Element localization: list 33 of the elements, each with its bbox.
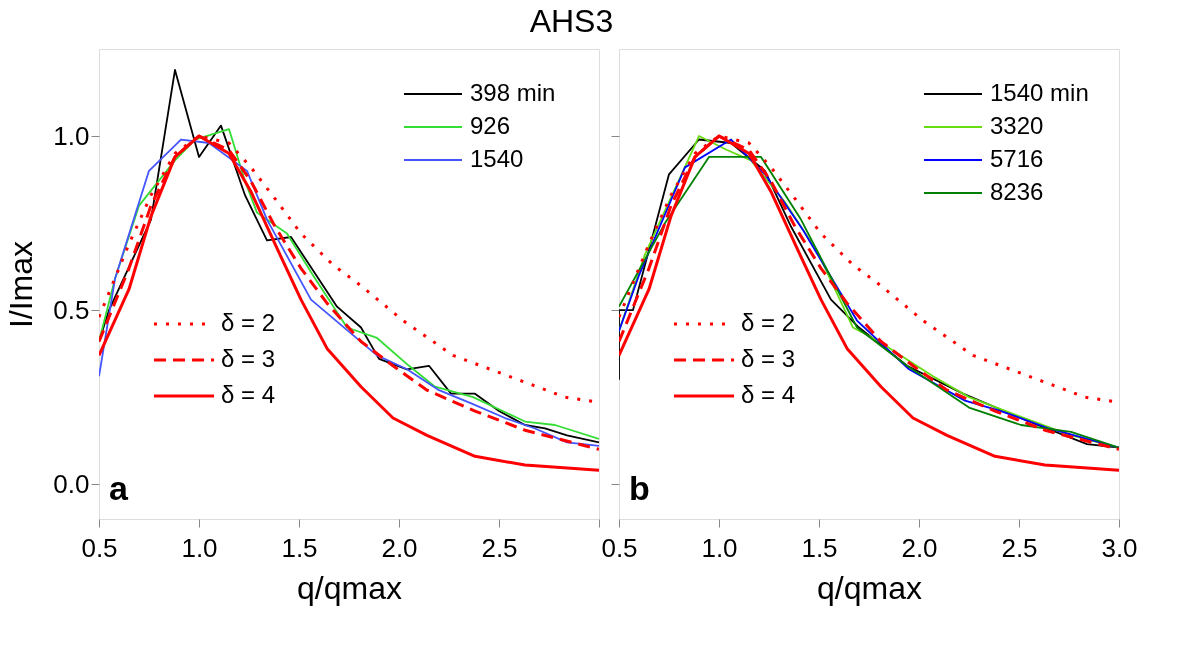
legend-label: δ = 3 [741,345,796,372]
annotation: a [109,469,129,507]
legend-label: 8236 [990,178,1044,205]
chart-title: AHS3 [529,2,614,39]
x-tick-label: 1.0 [181,532,218,563]
legend-label: 5716 [990,145,1044,172]
x-axis-title: q/qmax [297,569,402,606]
y-tick-label: 0.5 [53,294,90,325]
y-axis-title: I/Imax [3,240,40,329]
x-tick-label: 0.5 [81,532,118,563]
legend-label: δ = 2 [741,309,796,336]
legend-label: 3320 [990,112,1044,139]
x-tick-label: 1.5 [281,532,318,563]
legend-label: δ = 2 [221,309,276,336]
legend-label: 926 [470,112,511,139]
annotation: b [629,469,650,507]
x-tick-label: 2.5 [1001,532,1038,563]
x-tick-label: 2.5 [481,532,518,563]
legend-label: 1540 [470,145,524,172]
x-tick-label: 0.5 [601,532,638,563]
x-tick-label: 1.0 [701,532,738,563]
y-tick-label: 0.0 [53,468,90,499]
x-tick-label: 2.0 [381,532,418,563]
x-tick-label: 2.0 [901,532,938,563]
y-tick-label: 1.0 [53,120,90,151]
legend-label: δ = 3 [221,345,276,372]
x-tick-label: 1.5 [801,532,838,563]
legend-label: 398 min [470,79,556,106]
legend-label: 1540 min [990,79,1089,106]
x-axis-title: q/qmax [817,569,922,606]
legend-label: δ = 4 [741,381,796,408]
legend-label: δ = 4 [221,381,276,408]
x-tick-label: 3.0 [1101,532,1138,563]
